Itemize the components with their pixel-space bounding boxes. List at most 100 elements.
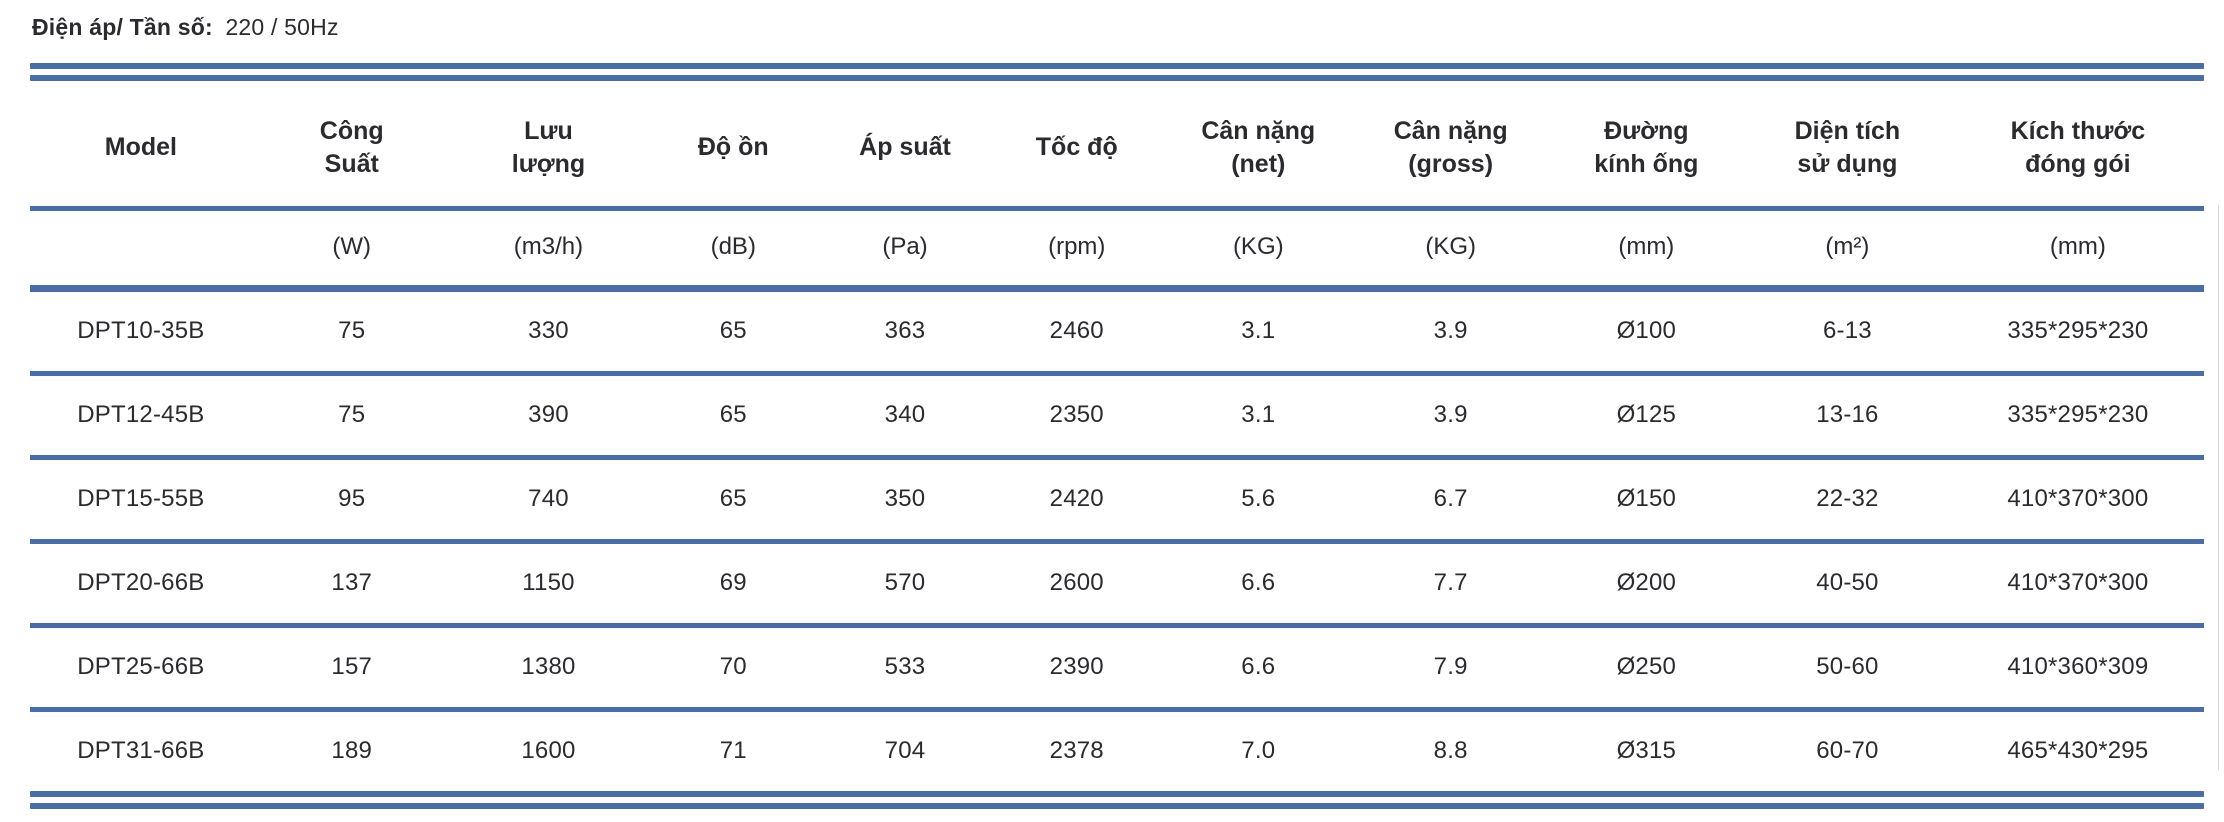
cell-speed: 2600 (988, 541, 1165, 628)
cell-pressure: 570 (821, 541, 989, 628)
col-header-pipe-diameter: Đường kính ống (1549, 81, 1744, 211)
cell-noise: 65 (645, 457, 822, 544)
cell-noise: 70 (645, 625, 822, 712)
table-row: DPT10-35B 75 330 65 363 2460 3.1 3.9 Ø10… (30, 288, 2204, 376)
cell-speed: 2460 (988, 288, 1165, 376)
cell-airflow: 330 (451, 288, 646, 376)
cell-pipe-diameter: Ø100 (1549, 288, 1744, 376)
cell-pressure: 704 (884, 737, 926, 764)
unit-speed: (rpm) (988, 208, 1165, 292)
cell-package-size: 410*360*309 (1951, 625, 2204, 712)
cell-package-size: 335*295*230 (1951, 373, 2204, 460)
cell-net-weight: 7.0 (1241, 737, 1276, 764)
cell-gross-weight: 8.8 (1433, 737, 1468, 764)
unit-model (30, 208, 252, 292)
cell-speed: 2420 (988, 457, 1165, 544)
cell-model: DPT15-55B (30, 457, 252, 544)
cell-pressure: 350 (821, 457, 989, 544)
cell-power: 95 (251, 457, 452, 544)
rule-bar (30, 63, 2204, 69)
rule-bar (30, 803, 2204, 809)
col-header-model: Model (30, 81, 252, 211)
cell-pressure: 340 (821, 373, 989, 460)
cell-power: 75 (251, 373, 452, 460)
unit-power: (W) (251, 208, 452, 292)
cell-airflow: 1380 (451, 625, 646, 712)
right-edge-hairline (2218, 205, 2219, 770)
table-top-double-rule (30, 63, 2204, 81)
cell-airflow: 1150 (451, 541, 646, 628)
voltage-frequency-value: 220 / 50Hz (225, 14, 339, 40)
cell-model: DPT25-66B (30, 625, 252, 712)
cell-model: DPT20-66B (30, 541, 252, 628)
unit-net-weight: (KG) (1164, 208, 1352, 292)
col-header-pressure: Áp suất (821, 81, 989, 211)
cell-package-size: 410*370*300 (1951, 541, 2204, 628)
cell-noise: 65 (645, 288, 822, 376)
cell-pressure: 533 (821, 625, 989, 712)
cell-net-weight: 3.1 (1164, 288, 1352, 376)
cell-pipe-diameter: Ø125 (1549, 373, 1744, 460)
table-row: DPT15-55B 95 740 65 350 2420 5.6 6.7 Ø15… (30, 457, 2204, 544)
table-row: DPT12-45B 75 390 65 340 2350 3.1 3.9 Ø12… (30, 373, 2204, 460)
table-row: DPT20-66B 137 1150 69 570 2600 6.6 7.7 Ø… (30, 541, 2204, 628)
header-row: Model Công Suất Lưu lượng Độ ồn Áp suất … (30, 81, 2204, 211)
col-header-gross-weight: Cân nặng (gross) (1351, 81, 1550, 211)
unit-noise: (dB) (645, 208, 822, 292)
cell-model: DPT12-45B (30, 373, 252, 460)
unit-airflow: (m3/h) (451, 208, 646, 292)
col-header-coverage-area: Diện tích sử dụng (1743, 81, 1952, 211)
rule-bar (30, 791, 2204, 797)
cell-power: 189 (331, 737, 373, 764)
table-bottom-double-rule (30, 791, 2204, 809)
cell-pipe-diameter: Ø200 (1549, 541, 1744, 628)
cell-package-size: 335*295*230 (1951, 288, 2204, 376)
cell-coverage-area: 40-50 (1743, 541, 1952, 628)
voltage-frequency-line: Điện áp/ Tần số: 220 / 50Hz (32, 14, 2224, 41)
voltage-frequency-label: Điện áp/ Tần số: (32, 14, 213, 40)
cell-noise: 71 (719, 737, 747, 764)
unit-package-size: (mm) (1951, 208, 2204, 292)
cell-noise: 65 (645, 373, 822, 460)
cell-net-weight: 3.1 (1164, 373, 1352, 460)
cell-coverage-area: 60-70 (1816, 737, 1879, 764)
cell-model: DPT10-35B (30, 288, 252, 376)
cell-pipe-diameter: Ø250 (1549, 625, 1744, 712)
col-header-noise: Độ ồn (645, 81, 822, 211)
cell-airflow: 740 (451, 457, 646, 544)
rule-bar (30, 75, 2204, 81)
cell-pipe-diameter: Ø315 (1616, 737, 1677, 764)
cell-gross-weight: 3.9 (1351, 288, 1550, 376)
col-header-net-weight: Cân nặng (net) (1164, 81, 1352, 211)
table-row: DPT25-66B 157 1380 70 533 2390 6.6 7.9 Ø… (30, 625, 2204, 712)
cell-power: 137 (251, 541, 452, 628)
cell-net-weight: 6.6 (1164, 625, 1352, 712)
units-row: (W) (m3/h) (dB) (Pa) (rpm) (KG) (KG) (mm… (30, 208, 2204, 292)
cell-gross-weight: 3.9 (1351, 373, 1550, 460)
unit-pressure: (Pa) (821, 208, 989, 292)
unit-pipe-diameter: (mm) (1549, 208, 1744, 292)
col-header-speed: Tốc độ (988, 81, 1165, 211)
table-body: DPT10-35B 75 330 65 363 2460 3.1 3.9 Ø10… (30, 288, 2204, 792)
cell-airflow: 390 (451, 373, 646, 460)
unit-gross-weight: (KG) (1351, 208, 1550, 292)
cell-gross-weight: 7.7 (1351, 541, 1550, 628)
table-row: DPT31-66B 189 1600 71 704 2378 7.0 8.8 Ø… (30, 710, 2204, 792)
cell-coverage-area: 13-16 (1743, 373, 1952, 460)
col-header-power: Công Suất (251, 81, 452, 211)
cell-speed: 2390 (988, 625, 1165, 712)
col-header-airflow: Lưu lượng (451, 81, 646, 211)
cell-speed: 2350 (988, 373, 1165, 460)
cell-gross-weight: 6.7 (1351, 457, 1550, 544)
cell-power: 157 (251, 625, 452, 712)
cell-coverage-area: 6-13 (1743, 288, 1952, 376)
cell-gross-weight: 7.9 (1351, 625, 1550, 712)
cell-speed: 2378 (1049, 737, 1104, 764)
unit-coverage-area: (m²) (1743, 208, 1952, 292)
cell-coverage-area: 22-32 (1743, 457, 1952, 544)
cell-power: 75 (251, 288, 452, 376)
cell-package-size: 465*430*295 (2007, 737, 2149, 764)
cell-pressure: 363 (821, 288, 989, 376)
spec-table: Model Công Suất Lưu lượng Độ ồn Áp suất … (30, 81, 2204, 791)
